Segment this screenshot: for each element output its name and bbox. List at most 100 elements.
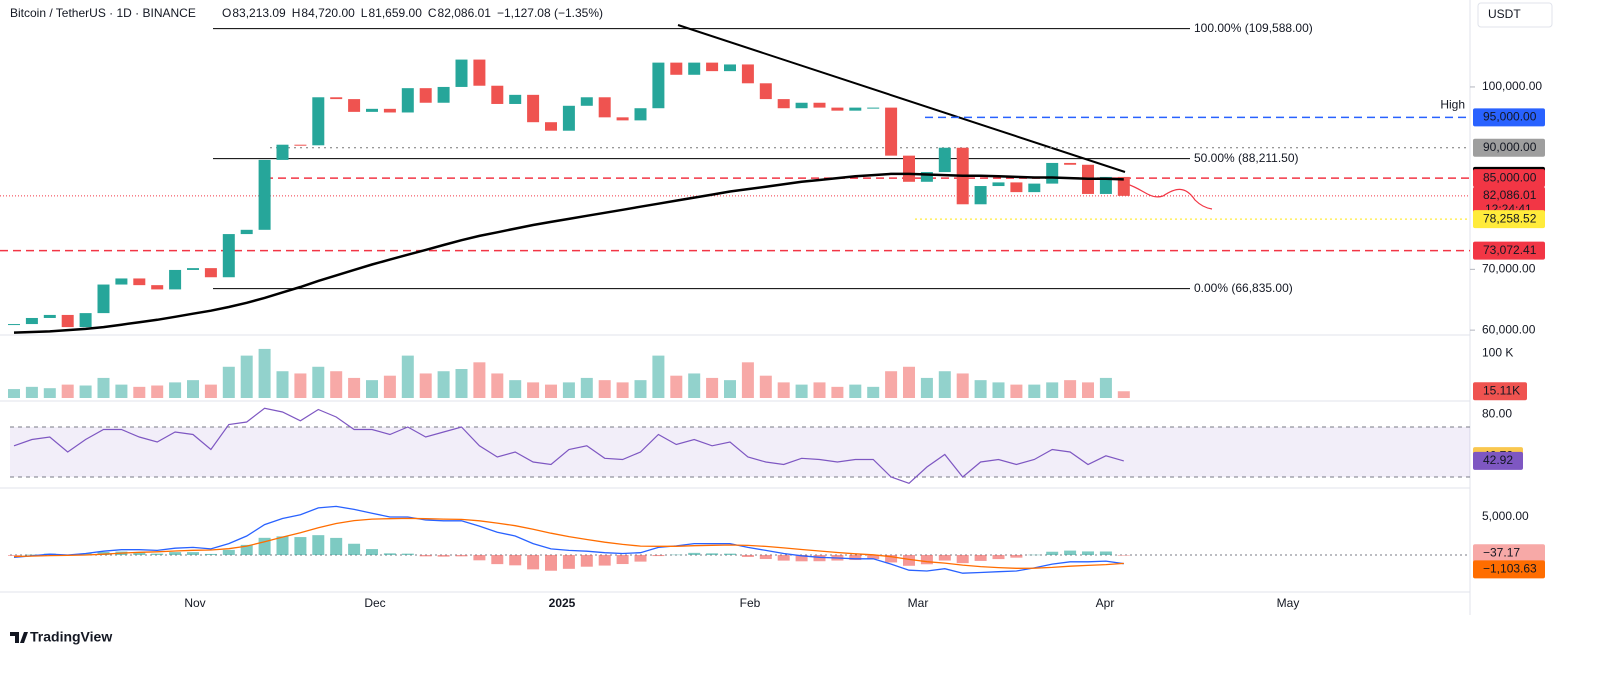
price-badge [1473,108,1545,127]
volume-bar [383,375,396,398]
candle [169,269,182,290]
volume-bar [670,375,683,398]
candle [920,172,933,182]
currency[interactable]: USDT [1488,7,1521,21]
volume-bar [115,384,128,398]
candle [706,62,719,72]
rsi-badge-label: 42.92 [1483,453,1513,467]
candle [79,313,92,328]
candle [312,97,325,146]
macd-histogram [25,554,38,556]
macd-histogram [688,552,701,555]
volume-bar [938,371,951,398]
currency-button[interactable] [1477,2,1553,28]
macd-histogram [348,543,361,555]
volume-bar [1117,391,1130,398]
candle [383,108,396,113]
y-tick-label: 70,000.00 [1482,262,1536,276]
macd-histogram [455,555,468,557]
macd-histogram [366,549,378,555]
macd-histogram [1064,550,1077,555]
macd-histogram [1046,551,1059,555]
volume-bar [992,382,1005,398]
candle [187,268,199,270]
candle [258,159,271,230]
macd-histogram [849,555,862,561]
macd-line [13,505,1124,574]
volume-bar [885,371,898,398]
candle [545,122,557,131]
macd-tick-label: 5,000.00 [1482,509,1529,523]
volume-bar [777,382,790,398]
macd-histogram [885,555,898,563]
candle [25,317,38,325]
candle [437,86,450,103]
symbol: Bitcoin / TetherUS · 1D · BINANCE [10,6,196,20]
volume-bar [222,366,235,398]
volume-bar [813,382,826,398]
volume-bar [204,384,217,398]
volume-bar [562,382,575,398]
macd-histogram [903,555,915,566]
fib-label: 0.00% (66,835.00) [1194,281,1293,295]
volume-bar [79,385,92,398]
ohlc-value: 81,659.00 [368,6,422,20]
price-badge-label: 73,072.41 [1483,243,1537,257]
volume-bar [920,377,933,398]
candle [885,107,898,156]
macd-histogram [204,553,217,555]
volume-tick-label: 100 K [1482,346,1513,360]
macd-histogram [97,551,110,555]
macd-histogram [652,555,665,557]
volume-bar [133,386,146,398]
volume-bar [1082,382,1094,398]
macd-histogram [473,555,486,561]
candle [795,102,808,109]
price-badge-label: 90,000.00 [1483,140,1537,154]
macd-histogram [580,555,593,567]
candle [133,278,146,286]
macd-histogram [562,555,575,569]
header: Bitcoin / TetherUS · 1D · BINANCE O 83,21… [10,6,603,20]
volume-bar [401,355,414,398]
volume-bar [151,385,164,398]
candle [1117,176,1130,196]
forecast-path [1126,183,1213,210]
candle [527,94,540,123]
ohlc: O 83,213.09 H 84,720.00 L 81,659.00 C 82,086.01… [222,6,603,20]
x-tick-label: Nov [184,596,205,610]
x-tick-label: 2025 [549,596,576,610]
volume-bar [706,377,719,398]
x-tick-label: Mar [908,596,929,610]
candle [8,324,20,326]
volume-bar [348,377,361,398]
macd-histogram [527,555,540,570]
macd-histogram [312,535,325,555]
macd-histogram [1010,555,1023,558]
macd-histogram [276,536,289,555]
volume-bar [97,377,110,398]
candle [1064,162,1077,165]
candle [759,83,772,100]
candle [43,314,56,318]
macd-histogram [706,553,719,555]
macd-badge [1473,544,1545,563]
fib-label: 100.00% (109,588.00) [1194,21,1313,35]
macd-histogram [151,553,164,555]
candle [151,285,164,290]
macd-histogram [992,555,1005,560]
volume-bar [312,366,325,398]
high-label: High [1440,98,1465,112]
volume-bar [276,371,289,398]
macd-histogram [938,555,951,561]
x-tick-label: Dec [364,596,385,610]
volume-bar [831,386,844,398]
volume-bar [509,380,522,398]
candle [419,88,432,103]
candle [741,64,754,84]
macd-histogram [133,552,146,555]
trend-line [677,24,1126,173]
rsi-band [10,427,1470,477]
macd-badge-label: −1,103.63 [1483,562,1537,576]
ohlc-value: 83,213.09 [232,6,286,20]
